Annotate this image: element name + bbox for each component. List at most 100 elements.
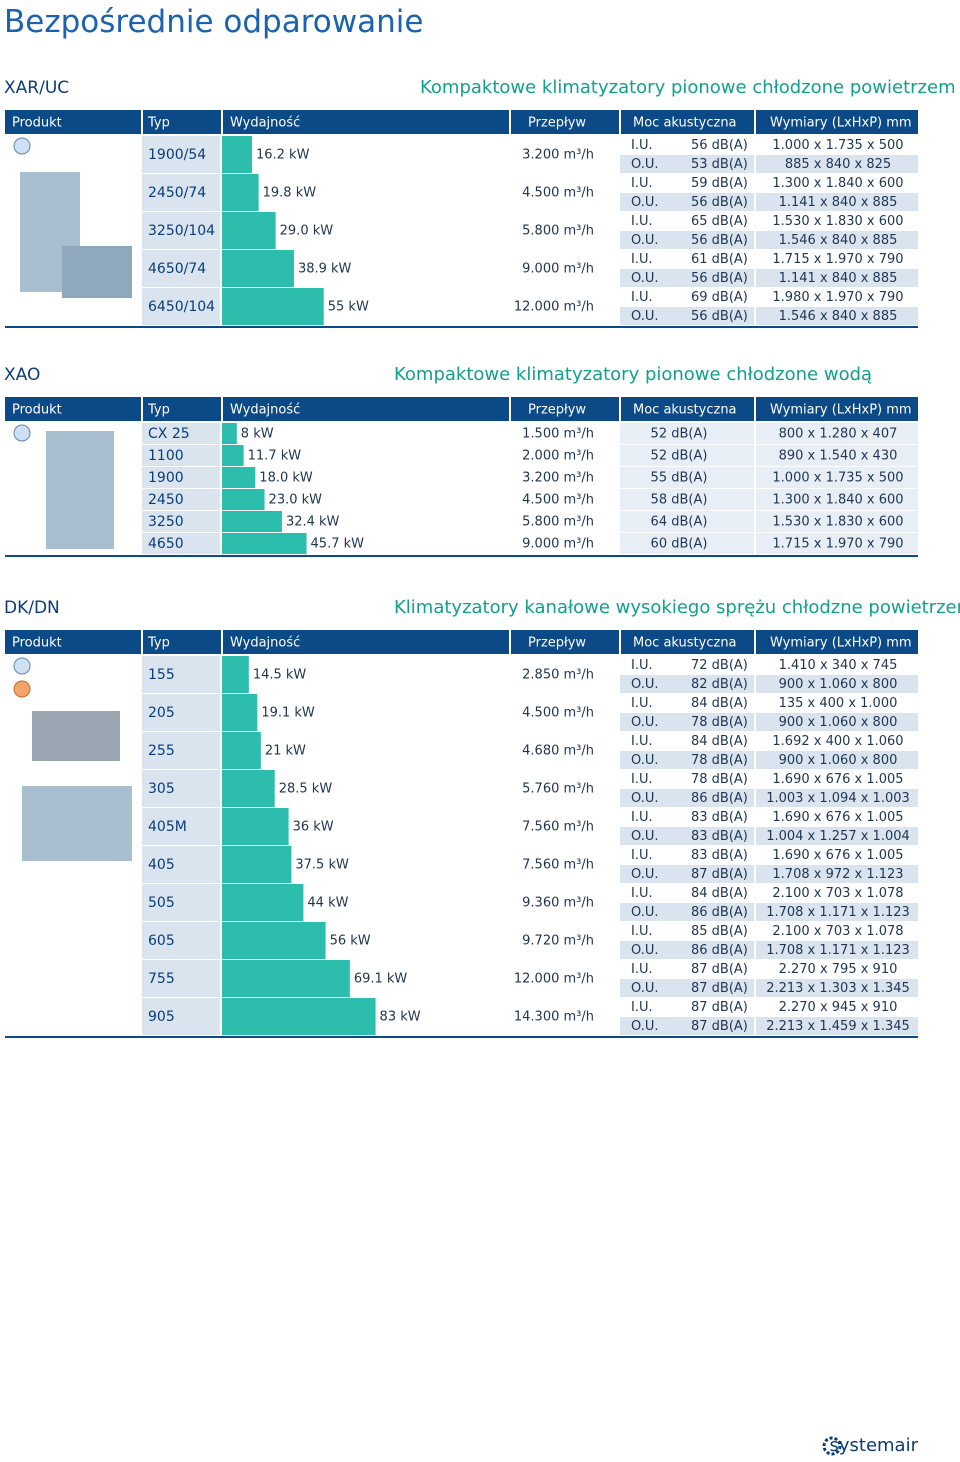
line-bg xyxy=(620,675,918,693)
capacity-bar xyxy=(222,423,237,444)
sound: 78 dB(A) xyxy=(691,753,748,768)
column-header: Produkt xyxy=(12,116,62,131)
typ: 605 xyxy=(148,933,175,949)
sound: 52 dB(A) xyxy=(651,449,708,464)
line-bg xyxy=(620,884,918,902)
typ-cell xyxy=(142,445,220,466)
capacity: 38.9 kW xyxy=(298,262,352,277)
header-bar xyxy=(5,110,918,134)
dims: 1.546 x 840 x 885 xyxy=(779,233,898,248)
sound: 84 dB(A) xyxy=(691,886,748,901)
dims: 2.213 x 1.303 x 1.345 xyxy=(766,981,910,996)
dims: 1.141 x 840 x 885 xyxy=(779,195,898,210)
dims: 1.690 x 676 x 1.005 xyxy=(772,810,903,825)
line-bg xyxy=(620,941,918,959)
column-header: Produkt xyxy=(12,403,62,418)
line-bg xyxy=(620,269,918,287)
sound: 87 dB(A) xyxy=(691,962,748,977)
line-bg xyxy=(620,789,918,807)
unit: I.U. xyxy=(631,252,653,267)
sound: 83 dB(A) xyxy=(691,848,748,863)
unit: O.U. xyxy=(631,271,659,286)
capacity-bar xyxy=(222,694,258,731)
airflow: 4.680 m³/h xyxy=(522,744,594,759)
dims: 1.300 x 1.840 x 600 xyxy=(772,176,903,191)
capacity-bar xyxy=(222,960,350,997)
line-bg xyxy=(620,193,918,211)
sound: 56 dB(A) xyxy=(691,195,748,210)
typ: 905 xyxy=(148,1009,175,1025)
typ-cell xyxy=(142,489,220,510)
sound: 65 dB(A) xyxy=(691,214,748,229)
dims: 2.270 x 795 x 910 xyxy=(779,962,898,977)
typ: 305 xyxy=(148,781,175,797)
sound: 60 dB(A) xyxy=(651,537,708,552)
capacity-bar xyxy=(222,884,304,921)
column-header: Typ xyxy=(147,116,170,131)
airflow: 3.200 m³/h xyxy=(522,148,594,163)
dims: 885 x 840 x 825 xyxy=(785,157,891,172)
capacity-bar xyxy=(222,998,376,1035)
typ-cell xyxy=(142,884,220,921)
icon xyxy=(13,680,31,698)
typ-cell xyxy=(142,732,220,769)
line-bg xyxy=(620,713,918,731)
line-bg xyxy=(620,445,918,466)
capacity: 14.5 kW xyxy=(253,668,307,683)
dims: 2.100 x 703 x 1.078 xyxy=(772,886,903,901)
page-title: Bezpośrednie odparowanie xyxy=(4,4,423,40)
dims: 800 x 1.280 x 407 xyxy=(779,427,898,442)
header-bar xyxy=(5,397,918,421)
column-header: Przepływ xyxy=(528,116,586,131)
line-bg xyxy=(620,922,918,940)
icon xyxy=(13,137,31,155)
unit: O.U. xyxy=(631,233,659,248)
capacity: 23.0 kW xyxy=(269,493,323,508)
sound: 83 dB(A) xyxy=(691,829,748,844)
unit: O.U. xyxy=(631,753,659,768)
typ: CX 25 xyxy=(148,426,190,442)
dims: 1.690 x 676 x 1.005 xyxy=(772,848,903,863)
typ-cell xyxy=(142,533,220,554)
product-image xyxy=(46,431,114,549)
unit: I.U. xyxy=(631,658,653,673)
capacity-bar xyxy=(222,445,244,466)
airflow: 4.500 m³/h xyxy=(522,706,594,721)
line-bg xyxy=(620,732,918,750)
capacity: 16.2 kW xyxy=(256,148,310,163)
typ-cell xyxy=(142,136,220,173)
unit: I.U. xyxy=(631,214,653,229)
capacity-bar xyxy=(222,212,276,249)
typ: 405M xyxy=(148,819,187,835)
airflow: 3.200 m³/h xyxy=(522,471,594,486)
typ: 255 xyxy=(148,743,175,759)
line-bg xyxy=(620,489,918,510)
sound: 84 dB(A) xyxy=(691,696,748,711)
sound: 56 dB(A) xyxy=(691,271,748,286)
line-bg xyxy=(620,212,918,230)
dims: 1.715 x 1.970 x 790 xyxy=(772,537,903,552)
capacity: 56 kW xyxy=(330,934,371,949)
product-image xyxy=(22,786,132,861)
unit: O.U. xyxy=(631,195,659,210)
column-header: Przepływ xyxy=(528,636,586,651)
line-bg xyxy=(620,155,918,173)
unit: O.U. xyxy=(631,981,659,996)
unit: O.U. xyxy=(631,943,659,958)
line-bg xyxy=(620,307,918,325)
unit: I.U. xyxy=(631,772,653,787)
typ-cell xyxy=(142,511,220,532)
unit: I.U. xyxy=(631,138,653,153)
dims: 1.708 x 1.171 x 1.123 xyxy=(766,905,910,920)
typ-cell xyxy=(142,998,220,1035)
sound: 85 dB(A) xyxy=(691,924,748,939)
airflow: 7.560 m³/h xyxy=(522,820,594,835)
dims: 1.003 x 1.094 x 1.003 xyxy=(766,791,910,806)
airflow: 9.720 m³/h xyxy=(522,934,594,949)
dims: 1.530 x 1.830 x 600 xyxy=(772,214,903,229)
unit: O.U. xyxy=(631,715,659,730)
typ: 155 xyxy=(148,667,175,683)
capacity: 19.8 kW xyxy=(263,186,317,201)
unit: I.U. xyxy=(631,924,653,939)
unit: I.U. xyxy=(631,696,653,711)
